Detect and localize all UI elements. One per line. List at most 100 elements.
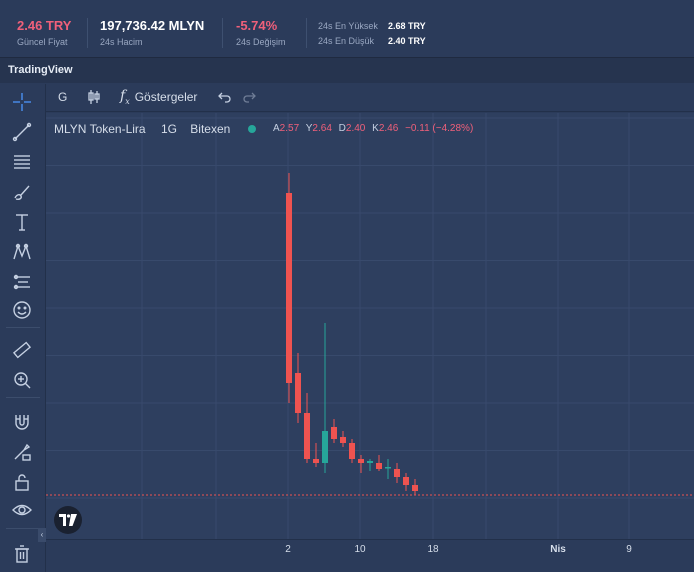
divider xyxy=(222,18,223,48)
x-tick-label: 2 xyxy=(285,544,291,555)
volume-value: 197,736.42 MLYN xyxy=(100,18,205,33)
indicators-label: Göstergeler xyxy=(134,89,198,104)
price-stat: 2.46 TRY Güncel Fiyat xyxy=(17,18,71,47)
candle-body xyxy=(331,427,337,439)
candle xyxy=(295,353,301,423)
divider xyxy=(87,18,88,48)
text-icon[interactable] xyxy=(10,210,34,234)
trendline-icon[interactable] xyxy=(10,120,34,144)
brush-icon[interactable] xyxy=(10,180,34,204)
emoji-icon[interactable] xyxy=(10,298,34,322)
candle-body xyxy=(340,437,346,443)
change-value: −0.11 (−4.28%) xyxy=(405,123,474,134)
candle xyxy=(331,419,337,443)
candle-body xyxy=(304,413,310,459)
open-key: A xyxy=(273,123,280,134)
change-label: 24s Değişim xyxy=(236,37,286,47)
low-value: 2.40 TRY xyxy=(388,36,426,46)
close-value: 2.46 xyxy=(378,123,399,134)
horizontal-lines-icon[interactable] xyxy=(10,150,34,174)
change-value: -5.74% xyxy=(236,18,278,33)
tradingview-header: TradingView xyxy=(0,57,694,83)
close-key: K xyxy=(372,123,379,134)
candle xyxy=(340,431,346,447)
tradingview-title: TradingView xyxy=(8,64,73,76)
drawing-toolbar xyxy=(0,84,46,572)
candle xyxy=(322,323,328,473)
current-price: 2.46 TRY xyxy=(17,18,72,33)
lock-drawings-icon[interactable] xyxy=(10,440,34,464)
candle xyxy=(376,455,382,471)
tradingview-logo[interactable] xyxy=(54,506,82,534)
candlestick-chart xyxy=(46,113,694,539)
pattern-icon[interactable] xyxy=(10,240,34,264)
high-value: 2.68 TRY xyxy=(388,21,426,31)
redo-icon[interactable] xyxy=(242,90,256,104)
candle xyxy=(304,393,310,463)
ruler-icon[interactable] xyxy=(10,338,34,362)
divider xyxy=(6,327,40,328)
interval-button[interactable]: G xyxy=(58,90,68,104)
low-key: D xyxy=(338,123,346,134)
eye-icon[interactable] xyxy=(10,498,34,522)
candle xyxy=(358,455,364,473)
low-stat: 24s En Düşük 2.40 TRY xyxy=(318,36,426,46)
symbol-name: MLYN Token-Lira xyxy=(54,122,146,136)
collapse-toolbar-button[interactable]: ‹ xyxy=(38,528,46,542)
open-value: 2.57 xyxy=(279,123,300,134)
fx-icon: fx xyxy=(120,88,130,106)
chart-legend: MLYN Token-Lira 1G Bitexen xyxy=(54,122,262,136)
candle-body xyxy=(403,477,409,485)
ohlc-values: A2.57 Y2.64 D2.40 K2.46 −0.11 (−4.28%) xyxy=(273,123,477,134)
crosshair-icon[interactable] xyxy=(10,90,34,114)
volume-stat: 197,736.42 MLYN 24s Hacim xyxy=(100,18,204,47)
time-axis[interactable]: 2 10 18 Nis 9 xyxy=(46,539,694,559)
x-tick-label: Nis xyxy=(550,544,566,555)
candle-body xyxy=(385,467,391,469)
volume-label: 24s Hacim xyxy=(100,37,143,47)
divider xyxy=(6,397,40,398)
lock-icon[interactable] xyxy=(10,470,34,494)
high-stat: 24s En Yüksek 2.68 TRY xyxy=(318,21,426,31)
current-price-label: Güncel Fiyat xyxy=(17,37,68,47)
candle xyxy=(394,463,400,483)
legend-interval: 1G xyxy=(160,122,177,136)
x-tick-label: 18 xyxy=(427,544,439,555)
candle-body xyxy=(367,461,373,463)
trash-icon[interactable] xyxy=(10,542,34,566)
low-value: 2.40 xyxy=(345,123,366,134)
high-label: 24s En Yüksek xyxy=(318,21,378,31)
divider xyxy=(6,528,40,529)
high-key: Y xyxy=(305,123,313,134)
candles-icon[interactable] xyxy=(86,89,102,105)
low-label: 24s En Düşük xyxy=(318,36,375,46)
chart-pane[interactable]: MLYN Token-Lira 1G Bitexen A2.57 Y2.64 D… xyxy=(46,113,694,539)
prediction-icon[interactable] xyxy=(10,270,34,294)
magnet-icon[interactable] xyxy=(10,410,34,434)
ticker-bar: 2.46 TRY Güncel Fiyat 197,736.42 MLYN 24… xyxy=(0,0,694,55)
high-value: 2.64 xyxy=(312,123,332,134)
exchange-name: Bitexen xyxy=(190,122,231,136)
candle-body xyxy=(358,459,364,463)
candle xyxy=(349,439,355,463)
candle-body xyxy=(313,459,319,463)
change-stat: -5.74% 24s Değişim xyxy=(236,18,286,47)
candle-body xyxy=(412,485,418,491)
zoom-icon[interactable] xyxy=(10,368,34,392)
candle xyxy=(367,459,373,471)
undo-icon[interactable] xyxy=(218,90,232,104)
divider xyxy=(306,18,307,48)
indicators-button[interactable]: fx Göstergeler xyxy=(120,88,197,106)
candle-body xyxy=(394,469,400,477)
candle xyxy=(313,443,319,467)
x-tick-label: 9 xyxy=(626,544,632,555)
candle-body xyxy=(286,193,292,383)
candle xyxy=(385,459,391,479)
candle-body xyxy=(295,373,301,413)
x-tick-label: 10 xyxy=(354,544,366,555)
candle-body xyxy=(322,431,328,463)
candle xyxy=(403,473,409,491)
chart-toolbar: G fx Göstergeler xyxy=(46,84,694,112)
candle-body xyxy=(376,463,382,469)
